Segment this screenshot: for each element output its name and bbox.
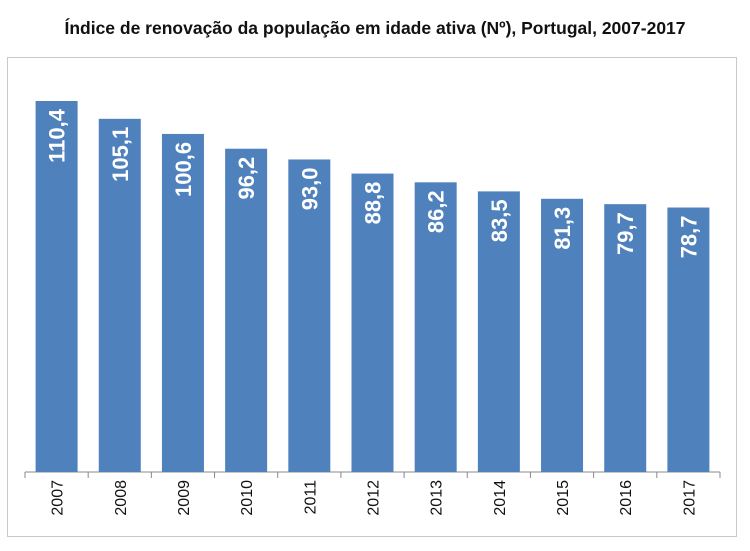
data-label-2007: 110,4	[45, 108, 70, 163]
data-label-2017: 78,7	[676, 216, 701, 259]
bar-2013	[414, 182, 457, 472]
bar-2011	[288, 159, 331, 472]
data-label-2012: 88,8	[361, 182, 386, 225]
x-tick-label-2017: 2017	[681, 480, 698, 516]
bar-2010	[225, 148, 268, 472]
bar-2007	[35, 101, 78, 472]
data-label-2013: 86,2	[424, 190, 449, 233]
x-tick-label-2016: 2016	[618, 480, 635, 516]
x-tick-label-2014: 2014	[492, 480, 509, 516]
data-label-2016: 79,7	[613, 212, 638, 255]
data-label-2008: 105,1	[108, 127, 133, 182]
data-label-2015: 81,3	[550, 207, 575, 250]
data-label-2014: 83,5	[487, 199, 512, 242]
x-tick-label-2015: 2015	[555, 480, 572, 516]
bar-2009	[161, 133, 204, 472]
bar-2016	[604, 204, 647, 472]
x-tick-label-2012: 2012	[366, 480, 383, 516]
x-tick-label-2008: 2008	[113, 480, 130, 516]
data-label-2011: 93,0	[297, 167, 322, 210]
chart-title: Índice de renovação da população em idad…	[64, 18, 686, 38]
bar-2017	[667, 207, 710, 472]
bar-2008	[98, 118, 141, 472]
x-tick-label-2010: 2010	[239, 480, 256, 516]
x-tick-label-2007: 2007	[50, 480, 67, 516]
bar-2012	[351, 173, 394, 472]
data-label-2010: 96,2	[234, 157, 259, 200]
bar-2014	[477, 191, 520, 472]
chart-frame	[7, 57, 737, 537]
x-tick-label-2013: 2013	[429, 480, 446, 516]
bar-2015	[541, 198, 584, 472]
x-tick-label-2011: 2011	[302, 480, 319, 515]
data-label-2009: 100,6	[171, 142, 196, 197]
x-tick-label-2009: 2009	[176, 480, 193, 516]
